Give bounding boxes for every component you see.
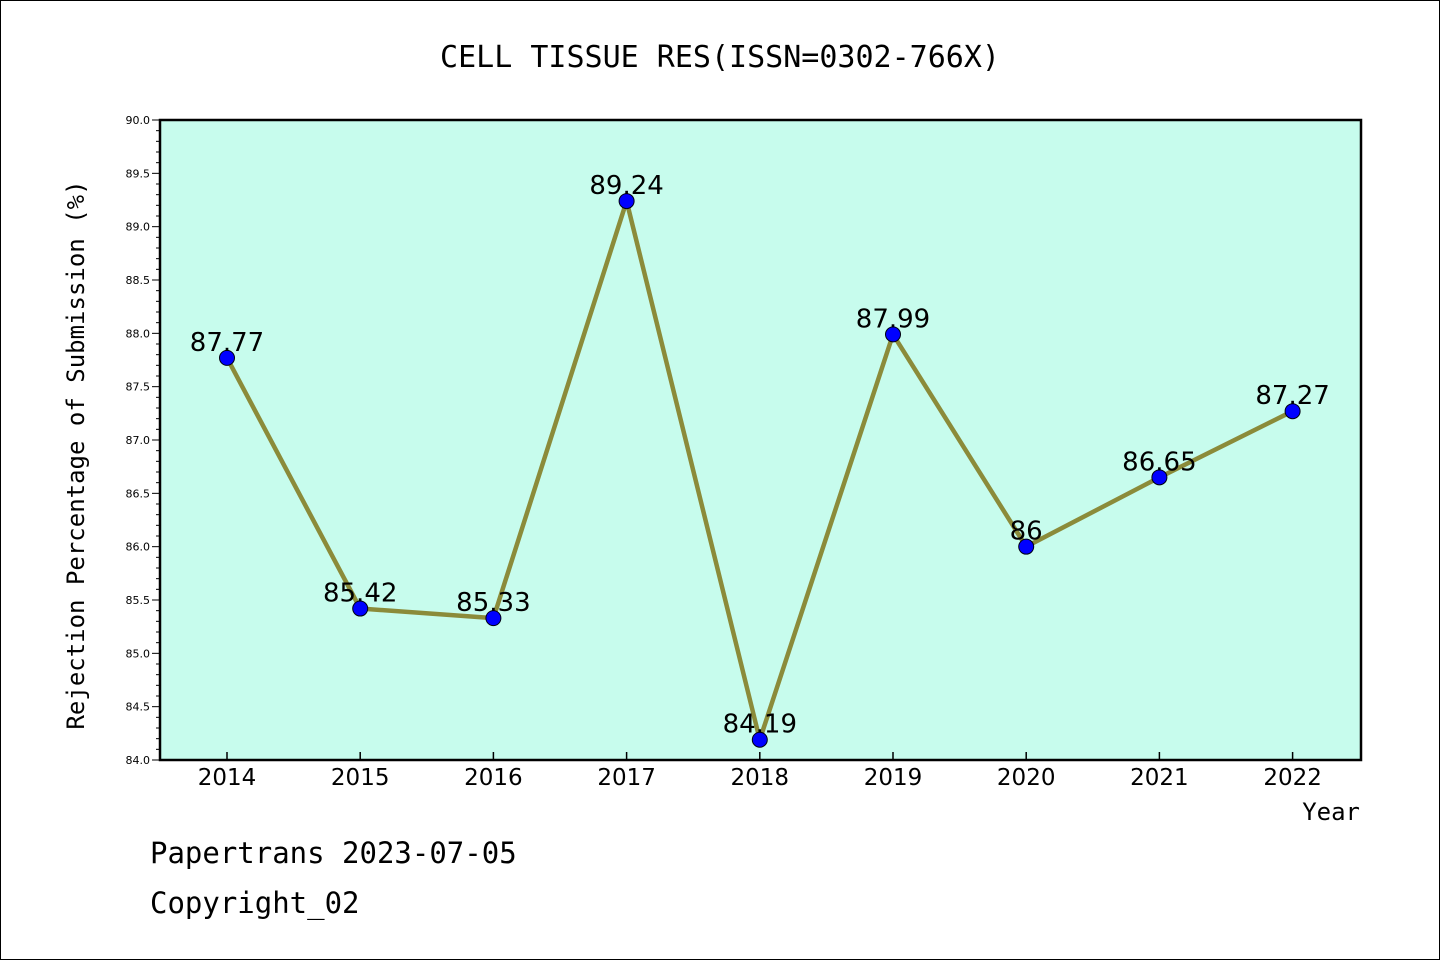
data-label: 85.42: [323, 579, 397, 609]
x-tick-label: 2019: [864, 765, 923, 791]
x-tick-label: 2018: [731, 765, 790, 791]
y-tick-label: 87.0: [126, 434, 151, 447]
data-point: [1151, 469, 1168, 486]
x-tick-label: 2022: [1263, 765, 1322, 791]
y-tick-label: 89.5: [126, 167, 151, 180]
x-tick-label: 2016: [464, 765, 523, 791]
data-label: 89.24: [589, 171, 663, 201]
data-point: [1018, 538, 1035, 555]
data-label: 84.19: [723, 710, 797, 740]
y-tick-label: 90.0: [126, 114, 151, 127]
y-tick-label: 85.5: [126, 594, 151, 607]
data-label: 86: [1010, 517, 1043, 547]
data-label: 87.77: [190, 328, 264, 358]
data-point: [1284, 403, 1301, 420]
y-tick-label: 84.5: [126, 701, 151, 714]
y-tick-label: 88.5: [126, 274, 151, 287]
data-point: [885, 326, 901, 343]
data-label: 87.99: [856, 304, 930, 334]
y-axis: 84.0 84.5 85.0 85.5 86.0 86.5 87.0 87.5 88.0 88.5…: [126, 114, 160, 767]
footer-date: Papertrans 2023-07-05: [150, 836, 517, 870]
x-tick-label: 2020: [997, 765, 1056, 791]
series-line: 87.77 85.42 85.33 89.24 84.19 87.99 86 86.65 87.…: [190, 171, 1330, 748]
y-tick-label: 88.0: [126, 327, 151, 340]
data-label: 87.27: [1255, 381, 1329, 411]
y-tick-label: 89.0: [126, 221, 151, 234]
y-tick-label: 86.5: [126, 487, 151, 500]
y-tick-label: 86.0: [126, 541, 151, 554]
data-label: 85.33: [456, 588, 530, 618]
data-point: [751, 731, 768, 748]
x-tick-label: 2017: [597, 765, 656, 791]
plot-area: [160, 120, 1361, 760]
chart-title: CELL TISSUE RES(ISSN=0302-766X): [440, 40, 1000, 75]
x-tick-label: 2015: [331, 765, 390, 791]
footer-copyright: Copyright_02: [150, 886, 360, 920]
data-label: 86.65: [1122, 447, 1196, 477]
data-point: [485, 610, 502, 627]
data-point: [352, 600, 369, 617]
y-tick-label: 84.0: [126, 754, 151, 767]
x-axis-title: Year: [1302, 798, 1360, 826]
x-axis: 2014 2015 2016 2017 2018 2019 2020 2021 2022: [198, 752, 1322, 791]
y-axis-title: Rejection Percentage of Submission (%): [62, 180, 90, 729]
x-tick-label: 2014: [198, 765, 257, 791]
y-tick-label: 87.5: [126, 381, 151, 394]
plot-border: [158, 118, 1363, 762]
data-point: [219, 349, 235, 366]
x-tick-label: 2021: [1130, 765, 1189, 791]
y-tick-label: 85.0: [126, 647, 151, 660]
data-point: [618, 193, 635, 210]
